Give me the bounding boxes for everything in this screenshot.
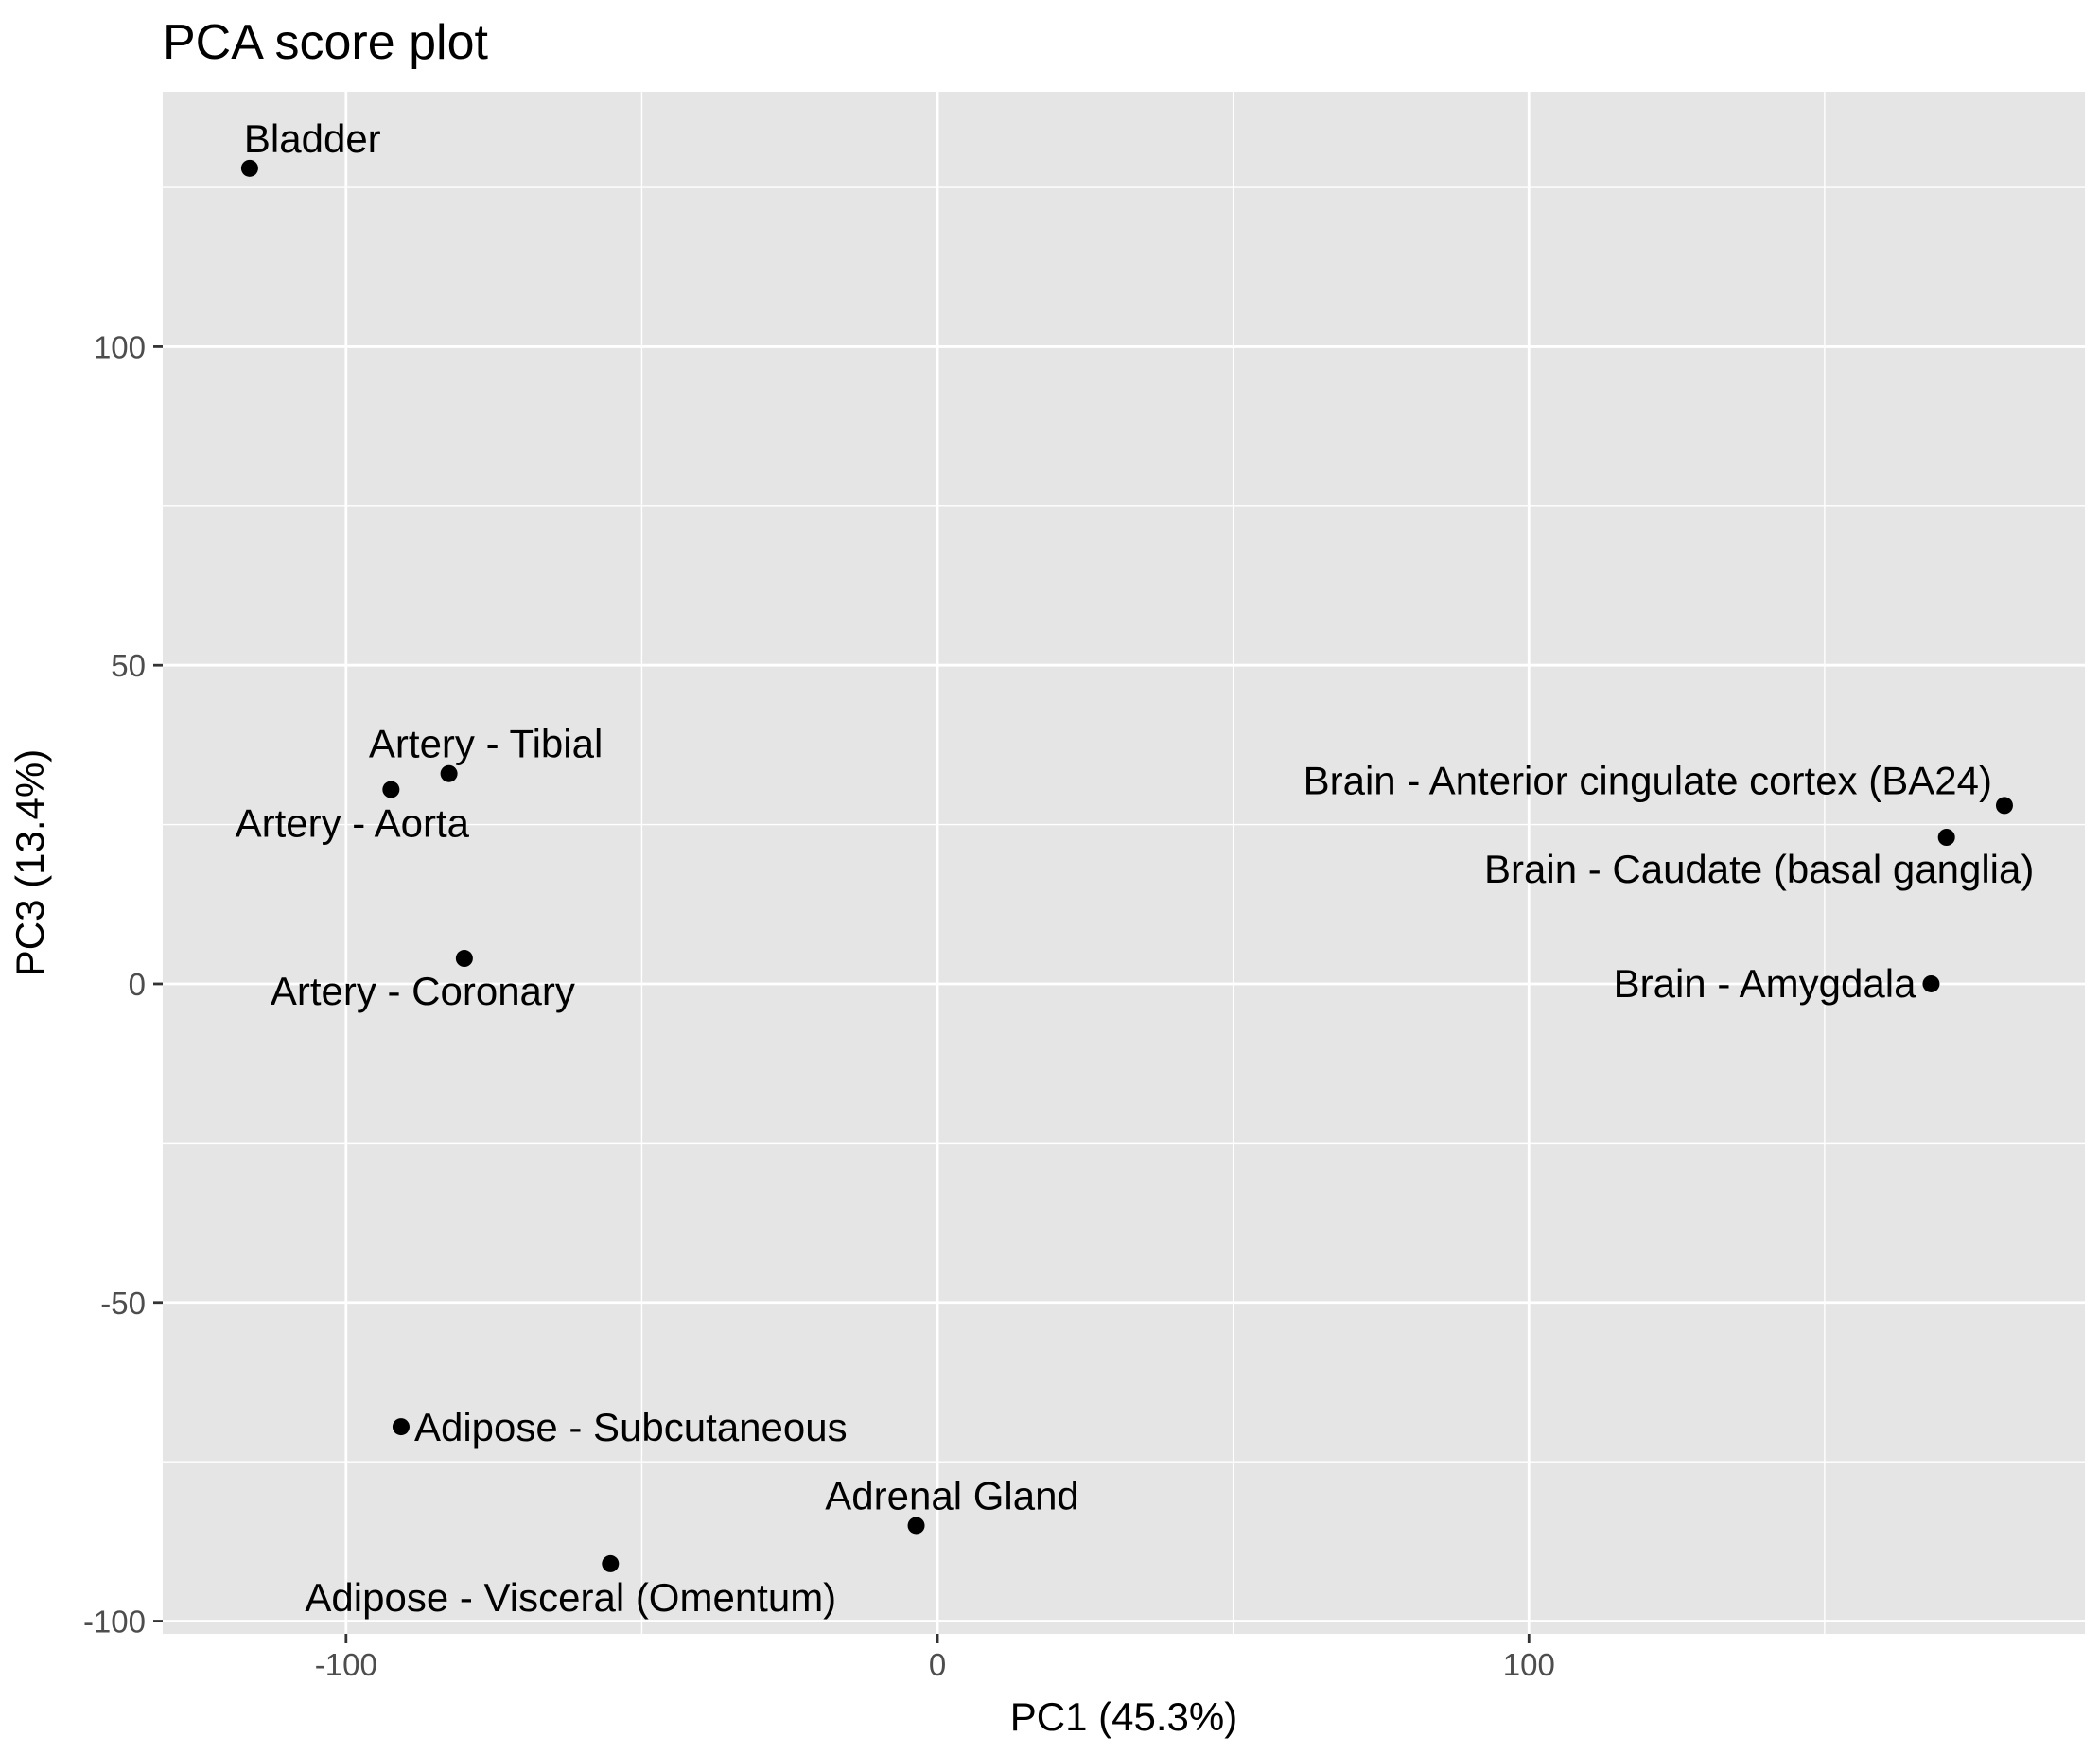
data-point (1937, 829, 1955, 847)
data-point (440, 764, 458, 782)
x-axis-tick-labels: -100 0 100 (315, 1647, 1555, 1682)
data-point (1922, 974, 1940, 992)
data-point-label: Adipose - Visceral (Omentum) (305, 1575, 836, 1620)
data-point (382, 781, 400, 798)
plot-panel (163, 92, 2085, 1634)
data-point (907, 1517, 925, 1535)
data-point (455, 950, 473, 968)
data-point-label: Adrenal Gland (825, 1473, 1079, 1517)
y-axis-tick-labels: -100 -50 0 50 100 (83, 329, 146, 1639)
x-axis-title: PC1 (45.3%) (1010, 1694, 1237, 1739)
data-point-label: Bladder (244, 116, 381, 161)
data-point-label: Brain - Anterior cingulate cortex (BA24) (1304, 758, 1992, 802)
grid-minor-lines (163, 92, 2085, 1634)
x-tick-label: 0 (929, 1647, 946, 1682)
y-tick-label: -50 (100, 1286, 146, 1321)
data-point-labels: Bladder Artery - Tibial Artery - Aorta Arte… (236, 116, 2035, 1620)
grid-major-lines (163, 92, 2085, 1634)
data-point (392, 1418, 410, 1436)
data-points (240, 159, 2013, 1572)
data-point (602, 1554, 620, 1572)
y-axis-title: PC3 (13.4%) (8, 749, 52, 976)
chart-title: PCA score plot (163, 15, 488, 70)
data-point (1995, 797, 2013, 815)
data-point-label: Artery - Coronary (271, 969, 575, 1013)
y-tick-label: 100 (94, 329, 146, 364)
y-tick-label: 0 (129, 967, 146, 1002)
y-tick-label: -100 (83, 1605, 146, 1640)
x-tick-label: 100 (1503, 1647, 1555, 1682)
data-point-label: Artery - Aorta (236, 801, 470, 846)
data-point (240, 159, 258, 177)
data-point-label: Adipose - Subcutaneous (414, 1405, 848, 1449)
data-point-label: Artery - Tibial (369, 722, 603, 766)
x-tick-label: -100 (315, 1647, 377, 1682)
data-point-label: Brain - Amygdala (1614, 961, 1916, 1006)
data-point-label: Brain - Caudate (basal ganglia) (1484, 847, 2034, 891)
y-tick-label: 50 (111, 648, 146, 683)
axis-tick-marks (153, 345, 1531, 1643)
